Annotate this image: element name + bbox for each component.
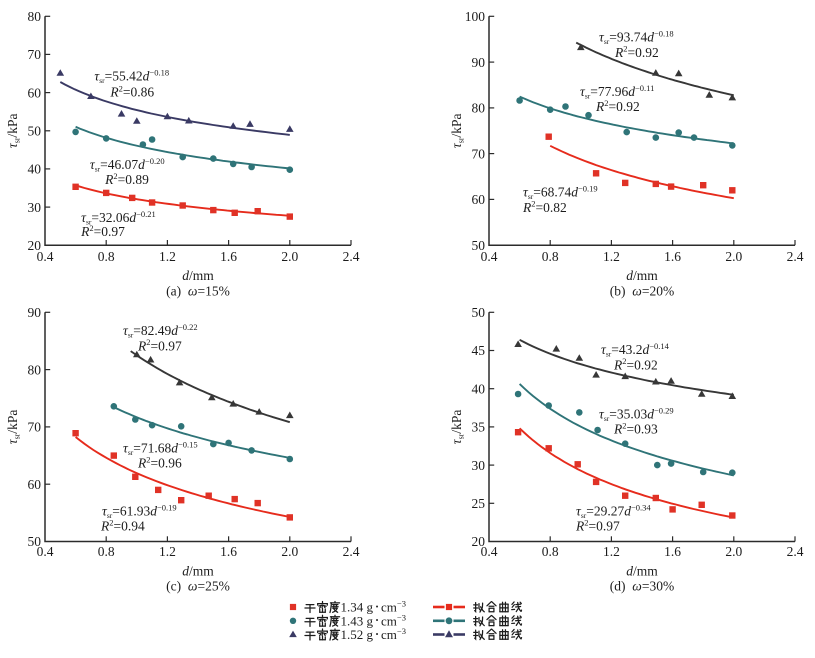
svg-text:0.8: 0.8: [98, 249, 115, 264]
svg-text:60: 60: [472, 192, 486, 207]
svg-text:R2=0.97: R2=0.97: [80, 223, 125, 239]
svg-text:90: 90: [28, 305, 42, 320]
svg-text:50: 50: [472, 305, 486, 320]
svg-text:1.6: 1.6: [664, 249, 681, 264]
svg-text:0.4: 0.4: [37, 544, 54, 559]
svg-text:R2=0.92: R2=0.92: [613, 356, 658, 372]
svg-text:d/mm: d/mm: [626, 563, 658, 578]
svg-text:R2=0.97: R2=0.97: [575, 518, 620, 534]
svg-text:30: 30: [28, 200, 42, 215]
svg-text:τsr/kPa: τsr/kPa: [5, 410, 22, 445]
svg-text:(a) ω=15%: (a) ω=15%: [166, 284, 230, 299]
svg-text:2.0: 2.0: [281, 249, 298, 264]
svg-text:(b) ω=20%: (b) ω=20%: [610, 284, 674, 299]
svg-text:50: 50: [472, 238, 486, 253]
svg-text:R2=0.92: R2=0.92: [614, 44, 659, 60]
svg-text:(c) ω=25%: (c) ω=25%: [166, 578, 230, 593]
svg-text:40: 40: [28, 162, 42, 177]
svg-text:0.4: 0.4: [481, 544, 498, 559]
svg-text:d/mm: d/mm: [626, 268, 658, 283]
svg-text:R2=0.94: R2=0.94: [100, 518, 145, 534]
svg-text:R2=0.92: R2=0.92: [595, 98, 640, 114]
svg-text:2.0: 2.0: [725, 249, 742, 264]
svg-text:20: 20: [472, 534, 486, 549]
svg-text:R2=0.86: R2=0.86: [109, 83, 154, 99]
svg-text:70: 70: [28, 47, 42, 62]
svg-text:35: 35: [472, 420, 486, 435]
svg-text:1.2: 1.2: [603, 249, 620, 264]
svg-text:0.8: 0.8: [542, 544, 559, 559]
svg-text:2.4: 2.4: [787, 544, 804, 559]
svg-text:50: 50: [28, 123, 42, 138]
svg-text:70: 70: [28, 420, 42, 435]
svg-text:45: 45: [472, 343, 486, 358]
svg-text:2.4: 2.4: [787, 249, 804, 264]
svg-text:0.8: 0.8: [98, 544, 115, 559]
svg-text:1.6: 1.6: [220, 249, 237, 264]
svg-text:2.0: 2.0: [281, 544, 298, 559]
svg-text:d/mm: d/mm: [182, 563, 214, 578]
svg-text:60: 60: [28, 85, 42, 100]
svg-text:R2=0.82: R2=0.82: [522, 199, 567, 215]
svg-text:0.4: 0.4: [481, 249, 498, 264]
svg-text:τsr/kPa: τsr/kPa: [5, 113, 22, 148]
svg-text:1.6: 1.6: [220, 544, 237, 559]
svg-text:τsr/kPa: τsr/kPa: [449, 113, 466, 148]
svg-text:60: 60: [28, 477, 42, 492]
svg-text:R2=0.89: R2=0.89: [104, 171, 149, 187]
svg-text:40: 40: [472, 381, 486, 396]
svg-text:90: 90: [472, 55, 486, 70]
svg-text:2.4: 2.4: [343, 544, 360, 559]
svg-text:80: 80: [28, 9, 42, 24]
svg-text:0.8: 0.8: [542, 249, 559, 264]
svg-text:20: 20: [28, 238, 42, 253]
svg-text:80: 80: [28, 362, 42, 377]
svg-text:1.6: 1.6: [664, 544, 681, 559]
svg-text:25: 25: [472, 496, 486, 511]
svg-text:1.2: 1.2: [159, 544, 176, 559]
svg-text:(d) ω=30%: (d) ω=30%: [610, 578, 674, 593]
svg-text:2.4: 2.4: [343, 249, 360, 264]
svg-text:70: 70: [472, 146, 486, 161]
svg-text:80: 80: [472, 101, 486, 116]
svg-text:0.4: 0.4: [37, 249, 54, 264]
svg-text:1.34 g • cm−3: 1.34 g • cm−3: [341, 599, 406, 615]
svg-text:R2=0.96: R2=0.96: [137, 455, 182, 471]
svg-text:30: 30: [472, 458, 486, 473]
svg-text:100: 100: [465, 9, 486, 24]
svg-text:τsr/kPa: τsr/kPa: [449, 410, 466, 445]
svg-text:1.43 g • cm−3: 1.43 g • cm−3: [341, 612, 406, 628]
svg-text:1.2: 1.2: [603, 544, 620, 559]
svg-text:R2=0.97: R2=0.97: [137, 337, 182, 353]
svg-text:d/mm: d/mm: [182, 268, 214, 283]
svg-text:2.0: 2.0: [725, 544, 742, 559]
svg-text:R2=0.93: R2=0.93: [613, 421, 658, 437]
svg-text:50: 50: [28, 534, 42, 549]
svg-text:1.52 g • cm−3: 1.52 g • cm−3: [341, 626, 406, 642]
svg-text:1.2: 1.2: [159, 249, 176, 264]
